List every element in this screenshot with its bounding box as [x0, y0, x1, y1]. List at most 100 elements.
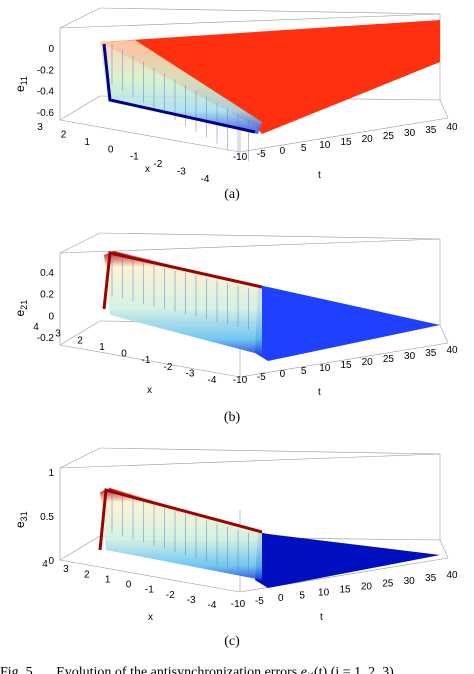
- t-axis-label: t: [318, 387, 321, 398]
- surface-wall: [104, 251, 262, 355]
- t-tick-label: 20: [362, 357, 374, 368]
- x-tick-label: 4: [42, 559, 48, 570]
- z-label-base: e: [13, 521, 27, 528]
- axis-frame: [59, 232, 101, 254]
- z-axis-label: e21: [13, 300, 29, 317]
- t-tick-label: 35: [425, 125, 437, 136]
- axis-frame: [59, 535, 101, 561]
- caption: Fig. 5. Evolution of the antisynchronizat…: [0, 665, 397, 674]
- surface-edge: [102, 43, 256, 134]
- z-label-sub: 21: [19, 300, 29, 310]
- z-tick-label: 0: [48, 556, 54, 567]
- surface-plane: [100, 20, 440, 134]
- x-tick-label: 0: [121, 349, 127, 360]
- x-axis-label: x: [145, 164, 150, 175]
- t-tick-label: 35: [425, 348, 437, 359]
- z-label-base: e: [13, 85, 27, 92]
- x-tick-label: 1: [99, 342, 105, 353]
- t-tick-label: 40: [446, 345, 458, 356]
- axis-frame: [59, 447, 101, 469]
- z-tick-label: 0.4: [40, 268, 54, 279]
- x-tick-label: 2: [84, 569, 90, 580]
- x-tick-label: -2: [166, 590, 175, 601]
- t-tick-label: 25: [383, 131, 395, 142]
- t-tick-label: 0: [280, 369, 286, 380]
- z-tick-label: -0.6: [37, 108, 55, 119]
- axis-frame: [59, 119, 241, 153]
- surface-wall: [100, 488, 262, 580]
- z-tick-label: 0.5: [40, 512, 54, 523]
- axis-frame: [439, 99, 449, 119]
- x-tick-label: -4: [208, 375, 217, 386]
- t-tick-label: 30: [404, 351, 416, 362]
- panel-label: (b): [224, 410, 241, 425]
- surface-plane: [255, 532, 440, 588]
- t-tick-label: -10: [233, 375, 248, 386]
- t-tick-label: 15: [340, 360, 352, 371]
- x-tick-label: 0: [108, 144, 114, 155]
- axis-frame: [99, 7, 441, 15]
- surface-plane: [255, 285, 440, 361]
- panel-label: (a): [224, 187, 240, 202]
- axis-frame: [59, 238, 441, 254]
- x-tick-label: 0: [126, 580, 132, 591]
- axis-frame: [59, 95, 101, 121]
- z-tick-label: 0: [48, 44, 54, 55]
- z-tick-label: 0.2: [40, 290, 54, 301]
- axis-frame: [59, 13, 441, 29]
- z-tick-label: -0.4: [37, 87, 55, 98]
- panel-label: (c): [224, 634, 240, 649]
- z-label-sub: 11: [19, 76, 29, 85]
- x-axis-label: x: [148, 612, 153, 623]
- x-tick-label: -1: [130, 152, 139, 163]
- axis-frame: [99, 232, 441, 240]
- axis-frame: [99, 447, 441, 455]
- t-axis-label: t: [320, 612, 323, 623]
- t-axis-label: t: [318, 170, 321, 181]
- axis-frame: [439, 324, 449, 344]
- t-tick-label: -10: [231, 599, 246, 610]
- t-tick-label: 20: [361, 582, 373, 593]
- z-label-base: e: [13, 310, 27, 317]
- x-tick-label: -4: [201, 174, 210, 185]
- z-tick-label: 1: [48, 468, 54, 479]
- t-tick-label: 0: [280, 146, 286, 157]
- axis-frame: [239, 117, 449, 153]
- x-tick-label: -3: [177, 167, 186, 178]
- t-tick-label: -5: [255, 596, 264, 607]
- t-tick-label: 40: [446, 122, 458, 133]
- x-tick-label: 2: [61, 129, 67, 140]
- t-tick-label: 15: [339, 585, 351, 596]
- axis-frame: [59, 559, 241, 593]
- x-tick-label: 2: [77, 335, 83, 346]
- t-tick-label: 25: [383, 354, 395, 365]
- surface-edge: [98, 488, 263, 551]
- x-tick-label: -3: [186, 368, 195, 379]
- x-tick-label: -1: [142, 355, 151, 366]
- t-tick-label: 10: [319, 140, 331, 151]
- x-axis-label: x: [147, 385, 152, 396]
- axis-frame: [239, 342, 449, 378]
- axis-frame: [59, 320, 101, 346]
- x-tick-label: -2: [153, 159, 162, 170]
- t-tick-label: 25: [382, 579, 394, 590]
- x-tick-label: 3: [55, 329, 61, 340]
- t-tick-label: 10: [318, 587, 330, 598]
- x-tick-label: 1: [84, 137, 90, 148]
- axis-frame: [59, 7, 101, 29]
- x-tick-label: -2: [164, 362, 173, 373]
- t-tick-label: 5: [301, 143, 307, 154]
- t-tick-label: 0: [278, 593, 284, 604]
- t-tick-label: 30: [404, 128, 416, 139]
- t-tick-label: -5: [257, 149, 266, 160]
- z-label-sub: 31: [19, 511, 29, 521]
- t-tick-label: 15: [340, 137, 352, 148]
- t-tick-label: 35: [425, 573, 437, 584]
- x-tick-label: 4: [33, 322, 39, 333]
- t-tick-label: 40: [446, 570, 458, 581]
- t-tick-label: 5: [301, 366, 307, 377]
